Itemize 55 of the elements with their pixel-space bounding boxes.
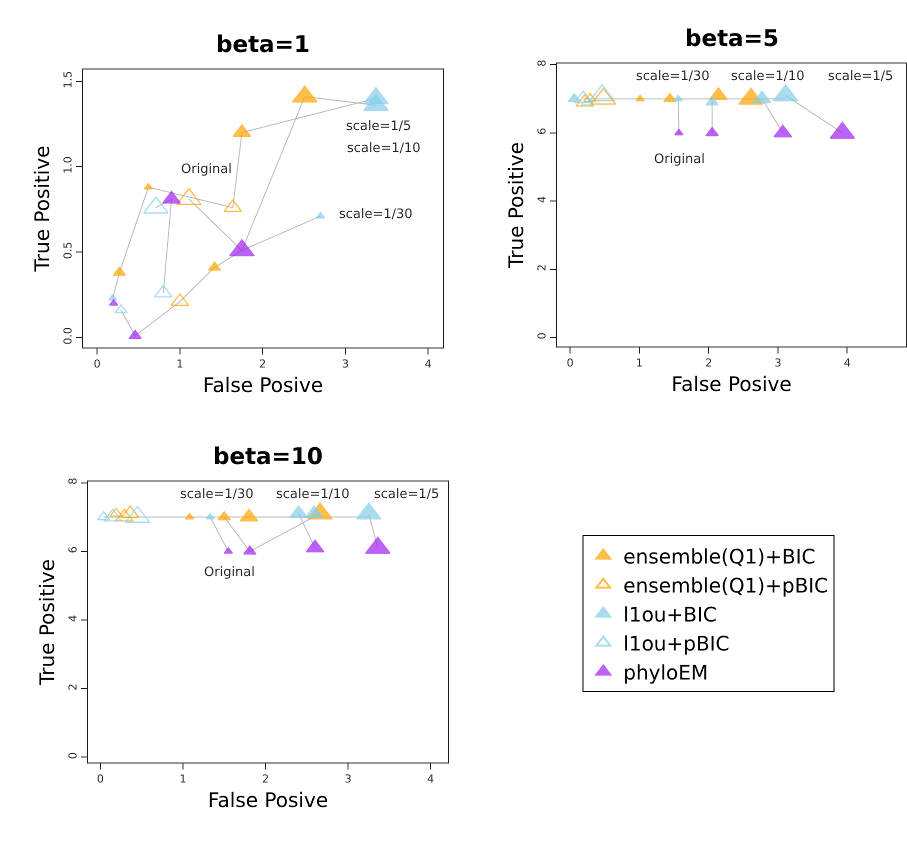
- y-tick-label: 2: [66, 683, 80, 690]
- y-tick-label: 4: [66, 614, 80, 622]
- x-tick-label: 3: [344, 772, 352, 786]
- y-axis-title: True Positive: [35, 559, 60, 686]
- y-tick-label: 8: [536, 60, 549, 67]
- x-tick-label: 1: [636, 356, 643, 370]
- x-tick-label: 0: [96, 772, 104, 786]
- y-tick-label: 0.5: [62, 242, 75, 260]
- x-tick-label: 3: [774, 356, 782, 370]
- annotation: scale=1/5: [346, 119, 412, 134]
- x-tick-label: 0: [94, 358, 101, 371]
- x-axis-title: False Posive: [202, 373, 324, 398]
- x-axis-title: False Posive: [671, 372, 792, 396]
- x-tick-label: 1: [179, 772, 186, 786]
- annotation: Original: [654, 152, 705, 167]
- y-axis-title: True Positive: [30, 146, 54, 272]
- x-axis-title: False Posive: [208, 788, 328, 812]
- legend-label: l1ou+BIC: [623, 602, 717, 626]
- legend-label: phyloEM: [623, 660, 708, 684]
- y-tick-label: 4: [536, 196, 549, 203]
- legend-label: ensemble(Q1)+pBIC: [623, 573, 828, 598]
- y-tick-label: 6: [66, 546, 80, 554]
- annotation: scale=1/10: [731, 69, 805, 84]
- x-tick-label: 4: [424, 358, 432, 371]
- legend-label: l1ou+pBIC: [623, 631, 730, 656]
- y-tick-label: 8: [66, 478, 80, 485]
- annotation: Original: [181, 162, 232, 177]
- annotation: Original: [204, 565, 255, 580]
- y-tick-label: 0.0: [62, 327, 75, 345]
- annotation: scale=1/30: [180, 487, 254, 502]
- y-axis-title: True Positive: [504, 142, 528, 270]
- x-tick-label: 2: [259, 358, 266, 371]
- x-tick-label: 2: [705, 356, 712, 370]
- x-tick-label: 0: [566, 356, 574, 370]
- annotation: scale=1/5: [374, 487, 440, 502]
- x-tick-label: 4: [427, 772, 434, 786]
- chart-title: beta=5: [685, 26, 779, 52]
- annotation: scale=1/10: [276, 487, 350, 502]
- y-tick-label: 0: [536, 332, 549, 340]
- x-tick-label: 3: [342, 358, 349, 371]
- y-tick-label: 1.0: [62, 156, 75, 174]
- x-tick-label: 4: [844, 356, 851, 370]
- y-tick-label: 6: [536, 128, 549, 135]
- annotation: scale=1/30: [636, 69, 710, 84]
- x-tick-label: 1: [176, 358, 184, 371]
- x-tick-label: 2: [262, 772, 270, 786]
- y-tick-label: 1.5: [62, 70, 75, 88]
- annotation: scale=1/10: [347, 141, 421, 156]
- y-tick-label: 2: [536, 264, 549, 272]
- legend-label: ensemble(Q1)+BIC: [623, 544, 816, 568]
- annotation: scale=1/5: [828, 69, 894, 84]
- y-tick-label: 0: [66, 752, 80, 760]
- chart-title: beta=10: [213, 444, 323, 470]
- chart-title: beta=1: [216, 32, 310, 58]
- annotation: scale=1/30: [339, 207, 413, 222]
